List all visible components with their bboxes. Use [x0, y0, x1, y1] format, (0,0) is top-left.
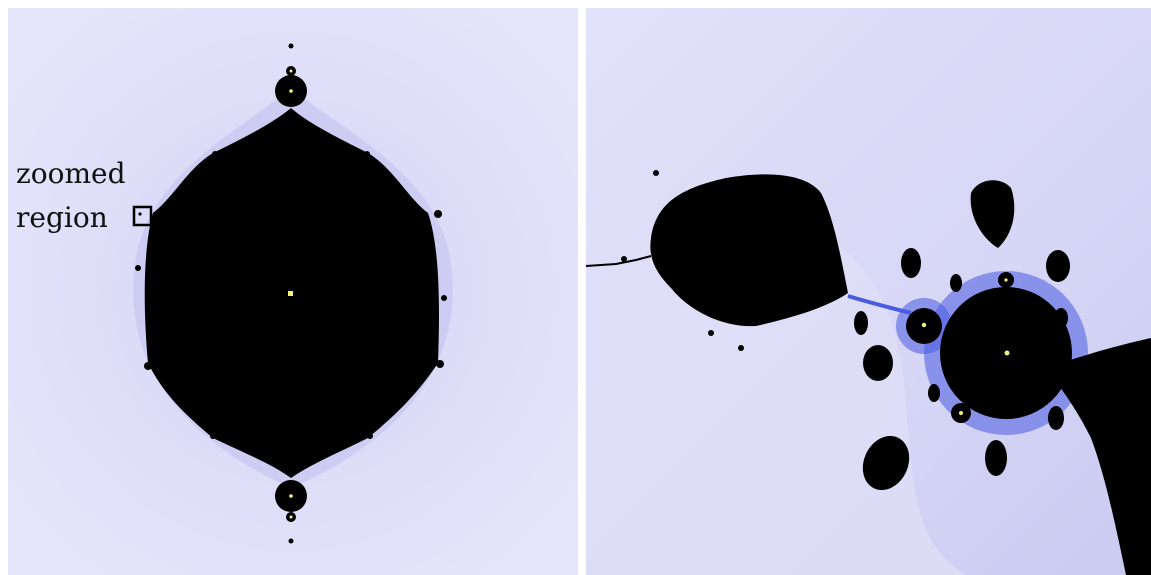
upper-bulb-marker [1004, 278, 1008, 282]
full-set-svg [8, 8, 578, 575]
left-panel-full-view [8, 8, 578, 575]
annotation-line2: region [16, 201, 108, 234]
bottom-tip [288, 538, 294, 544]
right-edge-region [1046, 338, 1151, 575]
center-marker [288, 291, 293, 296]
bottom-minibulb-marker [289, 515, 293, 519]
zoom-box-inner-dot [138, 212, 142, 216]
zoom-svg [586, 8, 1151, 575]
top-tip [288, 43, 294, 49]
lower-bulb-marker [959, 411, 963, 415]
left-filament [586, 255, 652, 267]
upper-small-blob [970, 180, 1015, 248]
left-blob-spot-3 [738, 345, 744, 351]
main-bulb-marker [1004, 350, 1010, 356]
left-blob-spot-1 [653, 170, 659, 176]
edge-filaments [135, 151, 447, 439]
top-minibulb-marker [289, 69, 293, 73]
left-blob [650, 174, 848, 327]
zoom-box [132, 205, 153, 227]
left-blob-spot-2 [708, 330, 714, 336]
annotation-line1: zoomed [16, 157, 126, 190]
satellite-leaves [854, 248, 1070, 491]
right-panel-zoom-view [586, 8, 1151, 575]
secondary-bulb-marker [921, 322, 927, 328]
bottom-bulb-marker [289, 494, 293, 498]
left-filament-node [621, 256, 627, 262]
top-bulb-marker [289, 89, 293, 93]
